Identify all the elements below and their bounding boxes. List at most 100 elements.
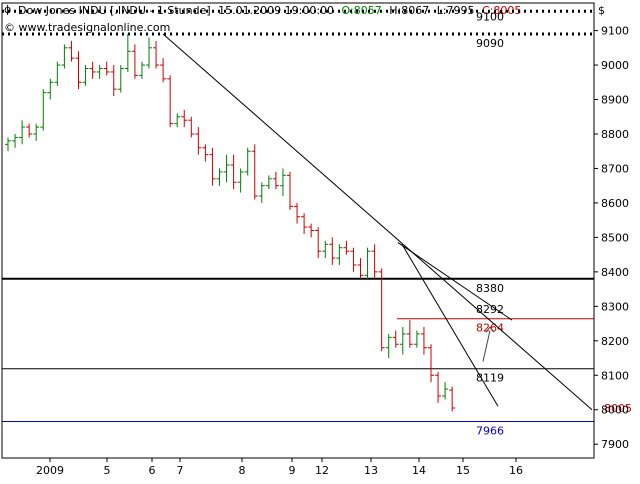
y-tick-label: 8900 <box>601 94 629 107</box>
ohlc-bar <box>131 44 138 79</box>
ohlc-bar <box>294 202 301 224</box>
y-tick-label: 8100 <box>601 369 629 382</box>
x-tick-label: 2009 <box>36 464 64 477</box>
y-tick-label: 8600 <box>601 197 629 210</box>
instrument-label: Dow Jones INDU [.INDU - 1 Stunde] <box>18 4 211 17</box>
annotation-8005: 8005 <box>604 402 632 415</box>
y-tick-label: 7900 <box>601 438 629 451</box>
ohlc-bar <box>378 268 385 352</box>
x-tick-label: 14 <box>412 464 426 477</box>
ohlc-bar <box>202 144 209 162</box>
x-tick-label: 6 <box>149 464 156 477</box>
ohlc-bar <box>272 171 279 190</box>
trendline-secondary <box>397 242 513 321</box>
ohlc-bar <box>82 65 89 86</box>
ohlc-bar <box>153 40 160 69</box>
y-tick-label: 9000 <box>601 59 629 72</box>
ohlc-bar <box>96 65 103 79</box>
ohlc-bar <box>230 154 237 190</box>
high-value: H:8067 <box>389 4 429 17</box>
y-tick-label: 8000 <box>601 404 629 417</box>
plot-frame <box>1 2 595 459</box>
ohlc-bar <box>428 344 434 383</box>
plot-area: 9100 9090 8380 8264 8119 7966 8292 8005 <box>1 2 632 459</box>
level-label-8380: 8380 <box>476 282 504 295</box>
y-axis: 7900 8000 8100 8200 8300 8400 8500 8600 8700 8800… <box>593 3 629 458</box>
trendline-main <box>162 33 593 411</box>
x-tick-label: 15 <box>456 464 470 477</box>
ohlc-bar <box>19 120 26 145</box>
ohlc-bar <box>195 127 202 155</box>
ohlc-bar <box>258 182 265 203</box>
open-value: O:8057 <box>342 4 382 17</box>
ohlc-bar <box>188 116 195 138</box>
y-tick-label: 8700 <box>601 162 629 175</box>
y-tick-label: 8400 <box>601 266 629 279</box>
ohlc-bar <box>75 51 82 90</box>
arrow-head-icon <box>485 326 495 333</box>
ohlc-bar <box>5 137 11 152</box>
level-label-8264: 8264 <box>476 322 504 335</box>
x-tick-label: 12 <box>315 464 329 477</box>
ohlc-bar <box>392 330 399 348</box>
ohlc-bar <box>406 320 413 348</box>
ohlc-bar <box>117 65 124 93</box>
trendline-steep <box>401 244 499 407</box>
ohlc-bar <box>385 333 392 359</box>
ohlc-bar <box>174 113 181 128</box>
ohlc-bar <box>124 34 131 72</box>
x-tick-label: 7 <box>177 464 184 477</box>
x-tick-label: 9 <box>289 464 296 477</box>
ohlc-bar <box>371 244 378 279</box>
ohlc-bar <box>89 61 96 79</box>
ohlc-bar <box>40 89 47 131</box>
y-tick-label: 8500 <box>601 231 629 244</box>
chart-symbol-icon: ɸ <box>4 3 11 16</box>
x-tick-label: 13 <box>364 464 378 477</box>
arrow-line <box>482 330 491 362</box>
ohlc-bar <box>329 237 336 265</box>
watermark-text: © www.tradesignalonline.com <box>4 21 170 34</box>
level-label-8119: 8119 <box>476 372 504 385</box>
ohlc-bar <box>167 75 174 128</box>
ohlc-bar <box>435 371 442 403</box>
x-tick-label: 8 <box>239 464 246 477</box>
ohlc-bar <box>12 133 19 148</box>
ohlc-bar <box>160 58 167 83</box>
ohlc-bar <box>244 147 251 176</box>
ohlc-bar <box>251 144 258 200</box>
level-label-9090: 9090 <box>476 37 504 50</box>
ohlc-bar <box>315 227 322 259</box>
ohlc-bar <box>54 61 61 86</box>
ohlc-bar <box>265 175 272 190</box>
low-value: L:7995 <box>437 4 475 17</box>
y-tick-label: 8300 <box>601 300 629 313</box>
x-tick-label: 5 <box>104 464 111 477</box>
svg-text:Dow Jones INDU [.INDU - 1 Stun: Dow Jones INDU [.INDU - 1 Stunde] 15.01.… <box>18 4 521 17</box>
ohlc-bar <box>420 327 427 355</box>
ohlc-bar <box>68 40 75 62</box>
ohlc-bar <box>146 37 152 69</box>
ohlc-bar <box>308 223 315 238</box>
ohlc-bar <box>181 109 188 128</box>
ohlc-bar <box>364 247 371 279</box>
x-tick-label: 16 <box>509 464 523 477</box>
ohlc-bar <box>237 168 244 193</box>
ohlc-bar <box>357 258 364 279</box>
ohlc-bar <box>279 168 286 197</box>
ohlc-bar <box>413 330 420 348</box>
ohlc-bar <box>209 147 216 186</box>
ohlc-bar <box>33 123 40 141</box>
y-tick-label: 9100 <box>601 25 629 38</box>
level-label-9100: 9100 <box>476 10 504 23</box>
ohlc-bar <box>47 78 54 100</box>
x-axis: 2009 5 6 7 8 9 12 13 14 15 16 <box>2 457 594 477</box>
ohlc-bar <box>442 382 449 400</box>
ohlc-bar <box>343 240 350 255</box>
ohlc-bar <box>110 65 117 97</box>
currency-label: $ <box>598 4 605 17</box>
ohlc-bar <box>103 61 110 76</box>
ohlc-bar <box>449 386 456 412</box>
